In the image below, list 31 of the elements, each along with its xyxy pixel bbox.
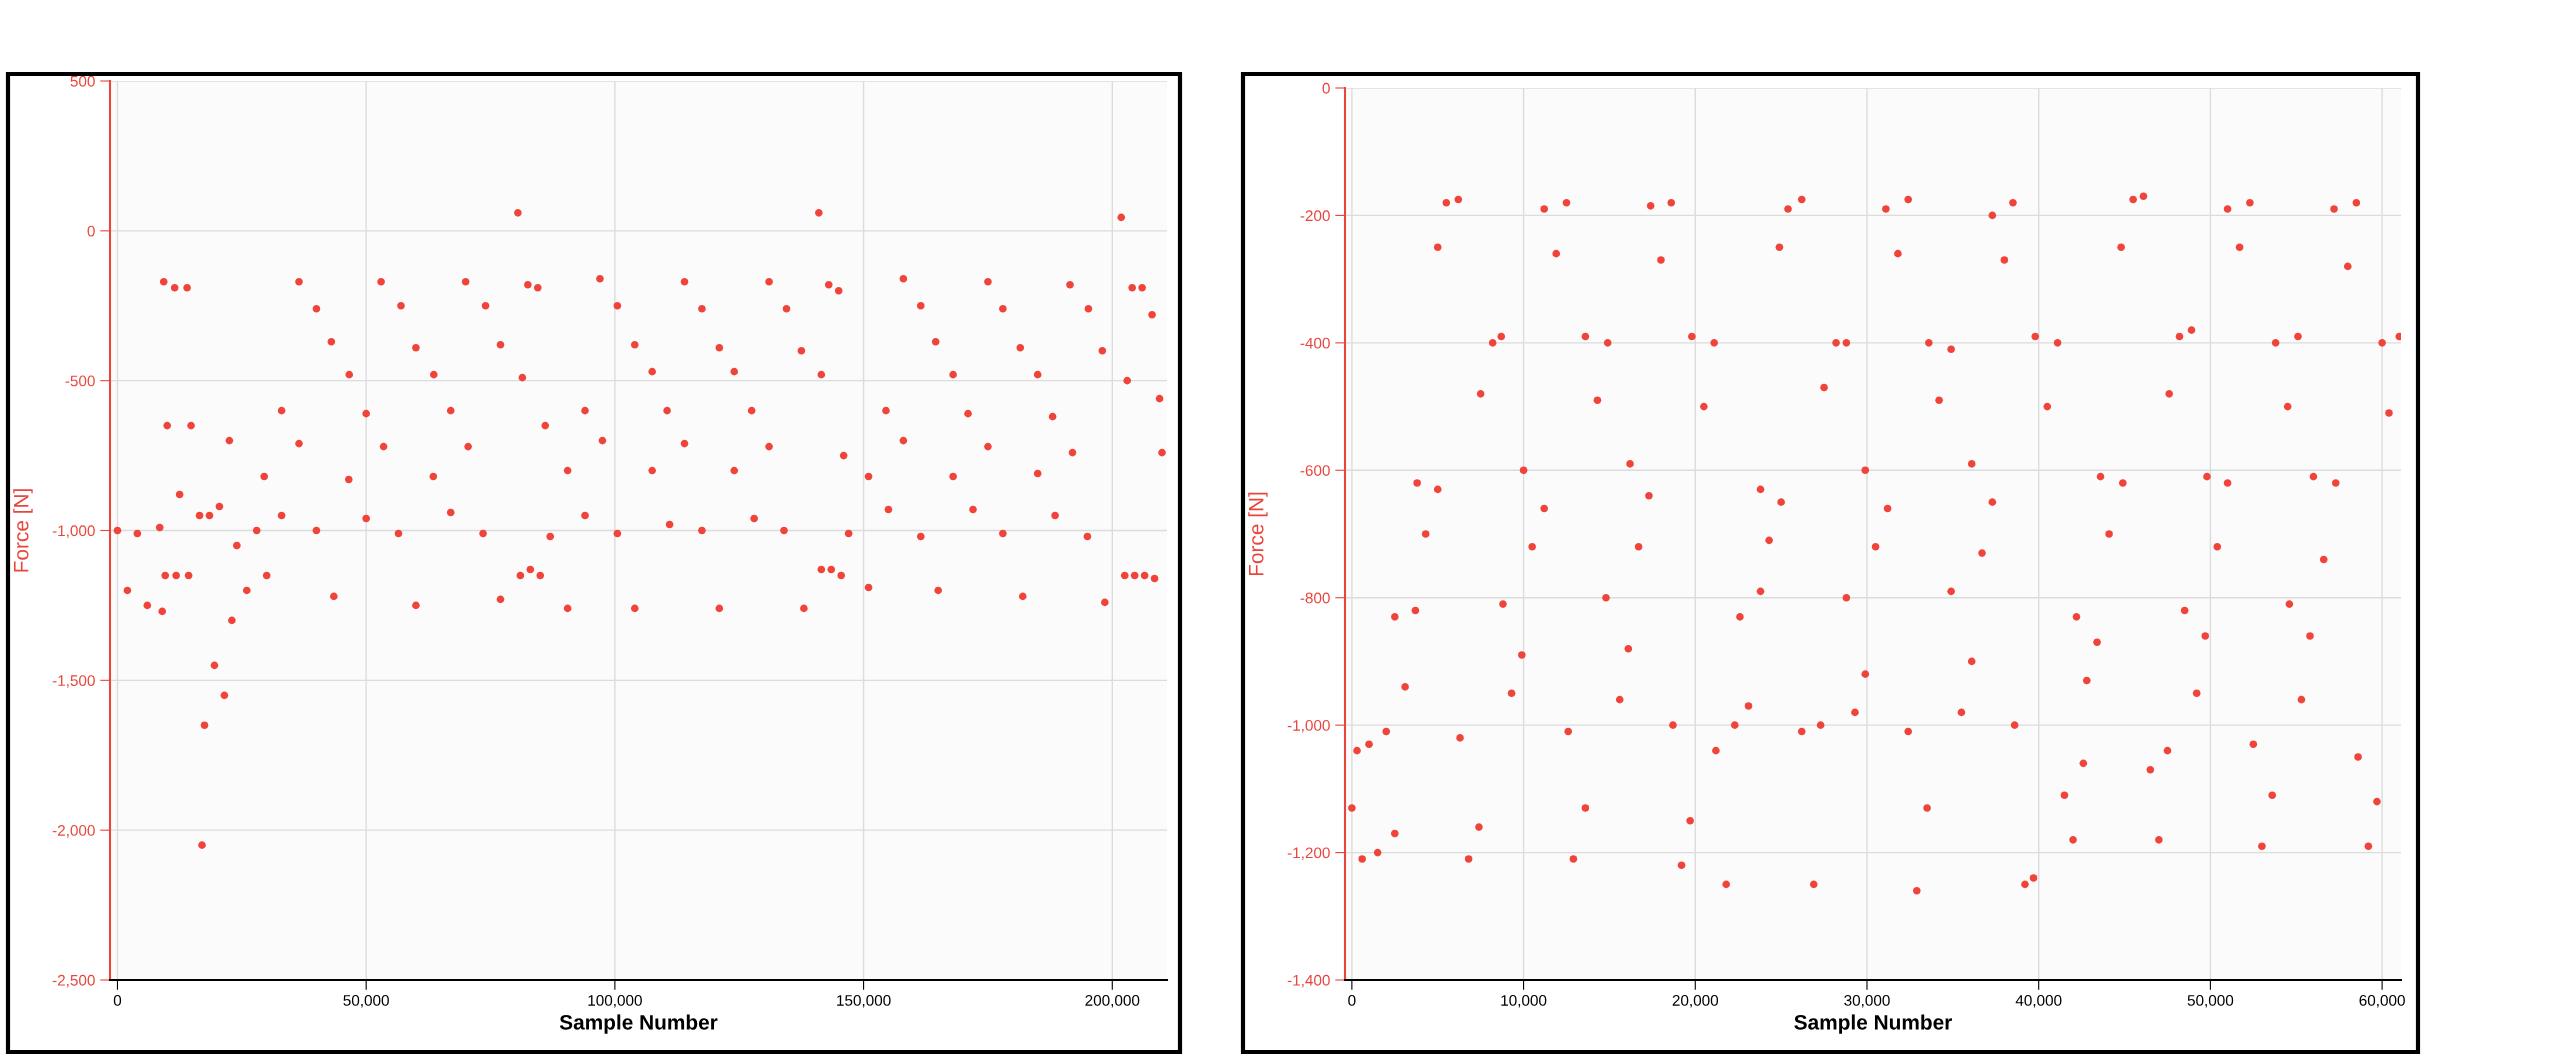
y-tick-label: -1,400 [1287,974,1330,988]
x-tick-label: 0 [1348,994,1356,1006]
y-axis-title: Force [N] [13,489,33,572]
y-tick-label: -2,500 [52,974,95,988]
x-tick-label: 50,000 [343,994,389,1008]
y-tick-label: 500 [70,75,95,87]
y-tick-label: 0 [87,225,95,237]
y-axis-title: Force [N] [1248,492,1268,576]
x-tick-label: 100,000 [588,994,642,1008]
y-tick-label: 0 [1322,82,1330,94]
y-tick-label: -500 [65,375,95,387]
x-axis-title: Sample Number [1794,1014,1952,1034]
x-axis-title: Sample Number [559,1014,718,1034]
x-tick-label: 40,000 [2015,994,2062,1008]
y-tick-label: -200 [1300,210,1330,222]
x-tick-label: 30,000 [1844,994,1890,1008]
y-tick-label: -1,500 [52,675,95,688]
x-tick-label: 0 [113,994,122,1006]
x-tick-label: 20,000 [1672,994,1719,1008]
y-tick-label: -800 [1300,592,1330,604]
y-tick-label: -600 [1300,465,1330,476]
y-tick-label: -1,000 [52,525,95,538]
x-tick-label: 50,000 [2187,994,2234,1008]
y-tick-label: -1,000 [1287,720,1330,733]
x-tick-label: 200,000 [1085,994,1140,1008]
y-tick-label: -400 [1300,337,1330,349]
x-tick-label: 60,000 [2359,994,2405,1008]
x-tick-label: 10,000 [1501,994,1547,1008]
y-tick-label: -1,200 [1287,847,1330,861]
y-tick-label: -2,000 [52,825,95,838]
x-tick-label: 150,000 [837,994,891,1008]
